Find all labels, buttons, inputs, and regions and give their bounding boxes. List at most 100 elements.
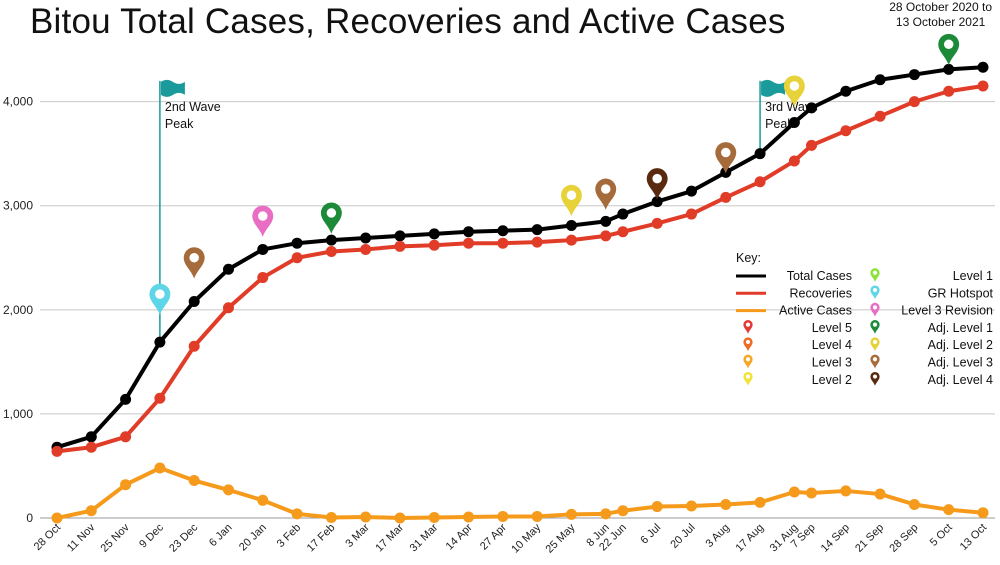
series-point — [360, 232, 372, 244]
legend-label: Level 1 — [953, 269, 993, 283]
x-tick-label: 25 May — [544, 521, 578, 555]
date-range-subtitle: 28 October 2020 to 13 October 2021 — [889, 0, 992, 30]
pin-body — [938, 33, 960, 66]
series-point — [222, 263, 234, 275]
map-pin-icon — [938, 33, 960, 66]
map-pin-icon — [252, 205, 274, 237]
x-tick-label: 10 May — [509, 521, 543, 555]
series-point — [840, 85, 852, 97]
series-point — [685, 208, 697, 220]
series-point — [651, 217, 663, 229]
series-point — [908, 498, 920, 510]
x-tick-label: 14 Sep — [819, 522, 852, 555]
series-point — [394, 240, 406, 252]
legend-label: Level 2 — [812, 373, 852, 387]
pin-body — [870, 302, 880, 317]
pin-hole — [155, 289, 165, 299]
series-point — [874, 488, 886, 500]
pin-hole — [872, 339, 878, 345]
series-point — [154, 392, 166, 404]
series-point — [754, 176, 766, 188]
series-point — [806, 102, 818, 114]
y-tick-label: 3,000 — [3, 199, 33, 213]
map-pin-icon — [320, 202, 342, 234]
series-point — [565, 508, 577, 520]
series-point — [754, 496, 766, 508]
map-pin-icon — [183, 247, 205, 279]
series-point — [685, 500, 697, 512]
pin-body — [743, 320, 753, 334]
x-tick-label: 17 Feb — [305, 522, 338, 555]
series-point — [428, 239, 440, 251]
legend-pin-icon — [870, 320, 880, 334]
legend-label: Total Cases — [787, 269, 852, 283]
pin-hole — [872, 305, 878, 310]
legend-label: GR Hotspot — [928, 286, 994, 300]
series-point — [51, 445, 63, 457]
pin-body — [743, 354, 753, 369]
legend-label: Adj. Level 4 — [928, 373, 993, 387]
map-pin-icon — [646, 168, 668, 200]
series-point — [720, 498, 732, 510]
series-point — [188, 475, 200, 487]
wave-flag-label: Peak — [165, 117, 194, 131]
pin-body — [870, 354, 880, 369]
x-tick-label: 27 Apr — [478, 521, 509, 552]
legend-label: Recoveries — [789, 286, 852, 300]
pin-hole — [652, 173, 662, 184]
x-tick-label: 13 Oct — [958, 522, 989, 553]
x-tick-label: 11 Nov — [65, 521, 98, 554]
x-tick-label: 6 Jan — [207, 522, 235, 550]
series-point — [394, 230, 406, 242]
series-point — [188, 295, 200, 307]
series-point — [565, 234, 577, 246]
series-point — [874, 74, 886, 86]
pin-hole — [326, 208, 337, 218]
x-tick-label: 28 Oct — [32, 522, 63, 553]
pin-body — [783, 75, 805, 107]
legend-label: Adj. Level 3 — [928, 356, 993, 370]
legend-pin-icon — [743, 371, 753, 386]
pin-body — [870, 268, 880, 282]
map-pin-icon — [149, 283, 171, 316]
wave-flag-label: 2nd Wave — [165, 100, 221, 114]
series-point — [806, 487, 818, 499]
series-point — [600, 508, 612, 520]
chart-title: Bitou Total Cases, Recoveries and Active… — [30, 2, 786, 41]
x-tick-label: 3 Aug — [704, 522, 732, 550]
legend-label: Level 3 Revision — [901, 304, 993, 318]
series-point — [874, 110, 886, 122]
series-point — [85, 431, 97, 443]
series-point — [463, 237, 475, 249]
x-tick-label: 31 Mar — [408, 521, 441, 554]
series-point — [531, 224, 543, 236]
legend-label: Adj. Level 2 — [928, 338, 993, 352]
series-point — [85, 441, 97, 453]
pin-body — [252, 205, 274, 237]
series-point — [463, 226, 475, 238]
series-point — [463, 511, 475, 523]
series-point — [497, 510, 509, 522]
map-pin-icon — [560, 184, 582, 217]
series-point — [85, 505, 97, 517]
series-point — [617, 208, 629, 220]
series-point — [840, 485, 852, 497]
map-pin-icon — [715, 142, 737, 174]
legend-pin-icon — [870, 337, 880, 352]
x-tick-label: 5 Oct — [928, 522, 955, 549]
series-point — [120, 431, 132, 443]
series-point — [531, 510, 543, 522]
pin-body — [870, 371, 880, 386]
pin-hole — [745, 357, 751, 362]
x-tick-label: 17 Aug — [733, 522, 766, 555]
series-point — [806, 139, 818, 151]
pin-body — [183, 247, 205, 279]
legend-pin-icon — [870, 268, 880, 282]
pin-body — [870, 337, 880, 352]
map-pin-icon — [595, 178, 617, 210]
series-point — [154, 336, 166, 348]
pin-hole — [789, 81, 800, 91]
y-tick-label: 2,000 — [3, 303, 33, 317]
series-point — [497, 237, 509, 249]
series-point — [222, 302, 234, 314]
